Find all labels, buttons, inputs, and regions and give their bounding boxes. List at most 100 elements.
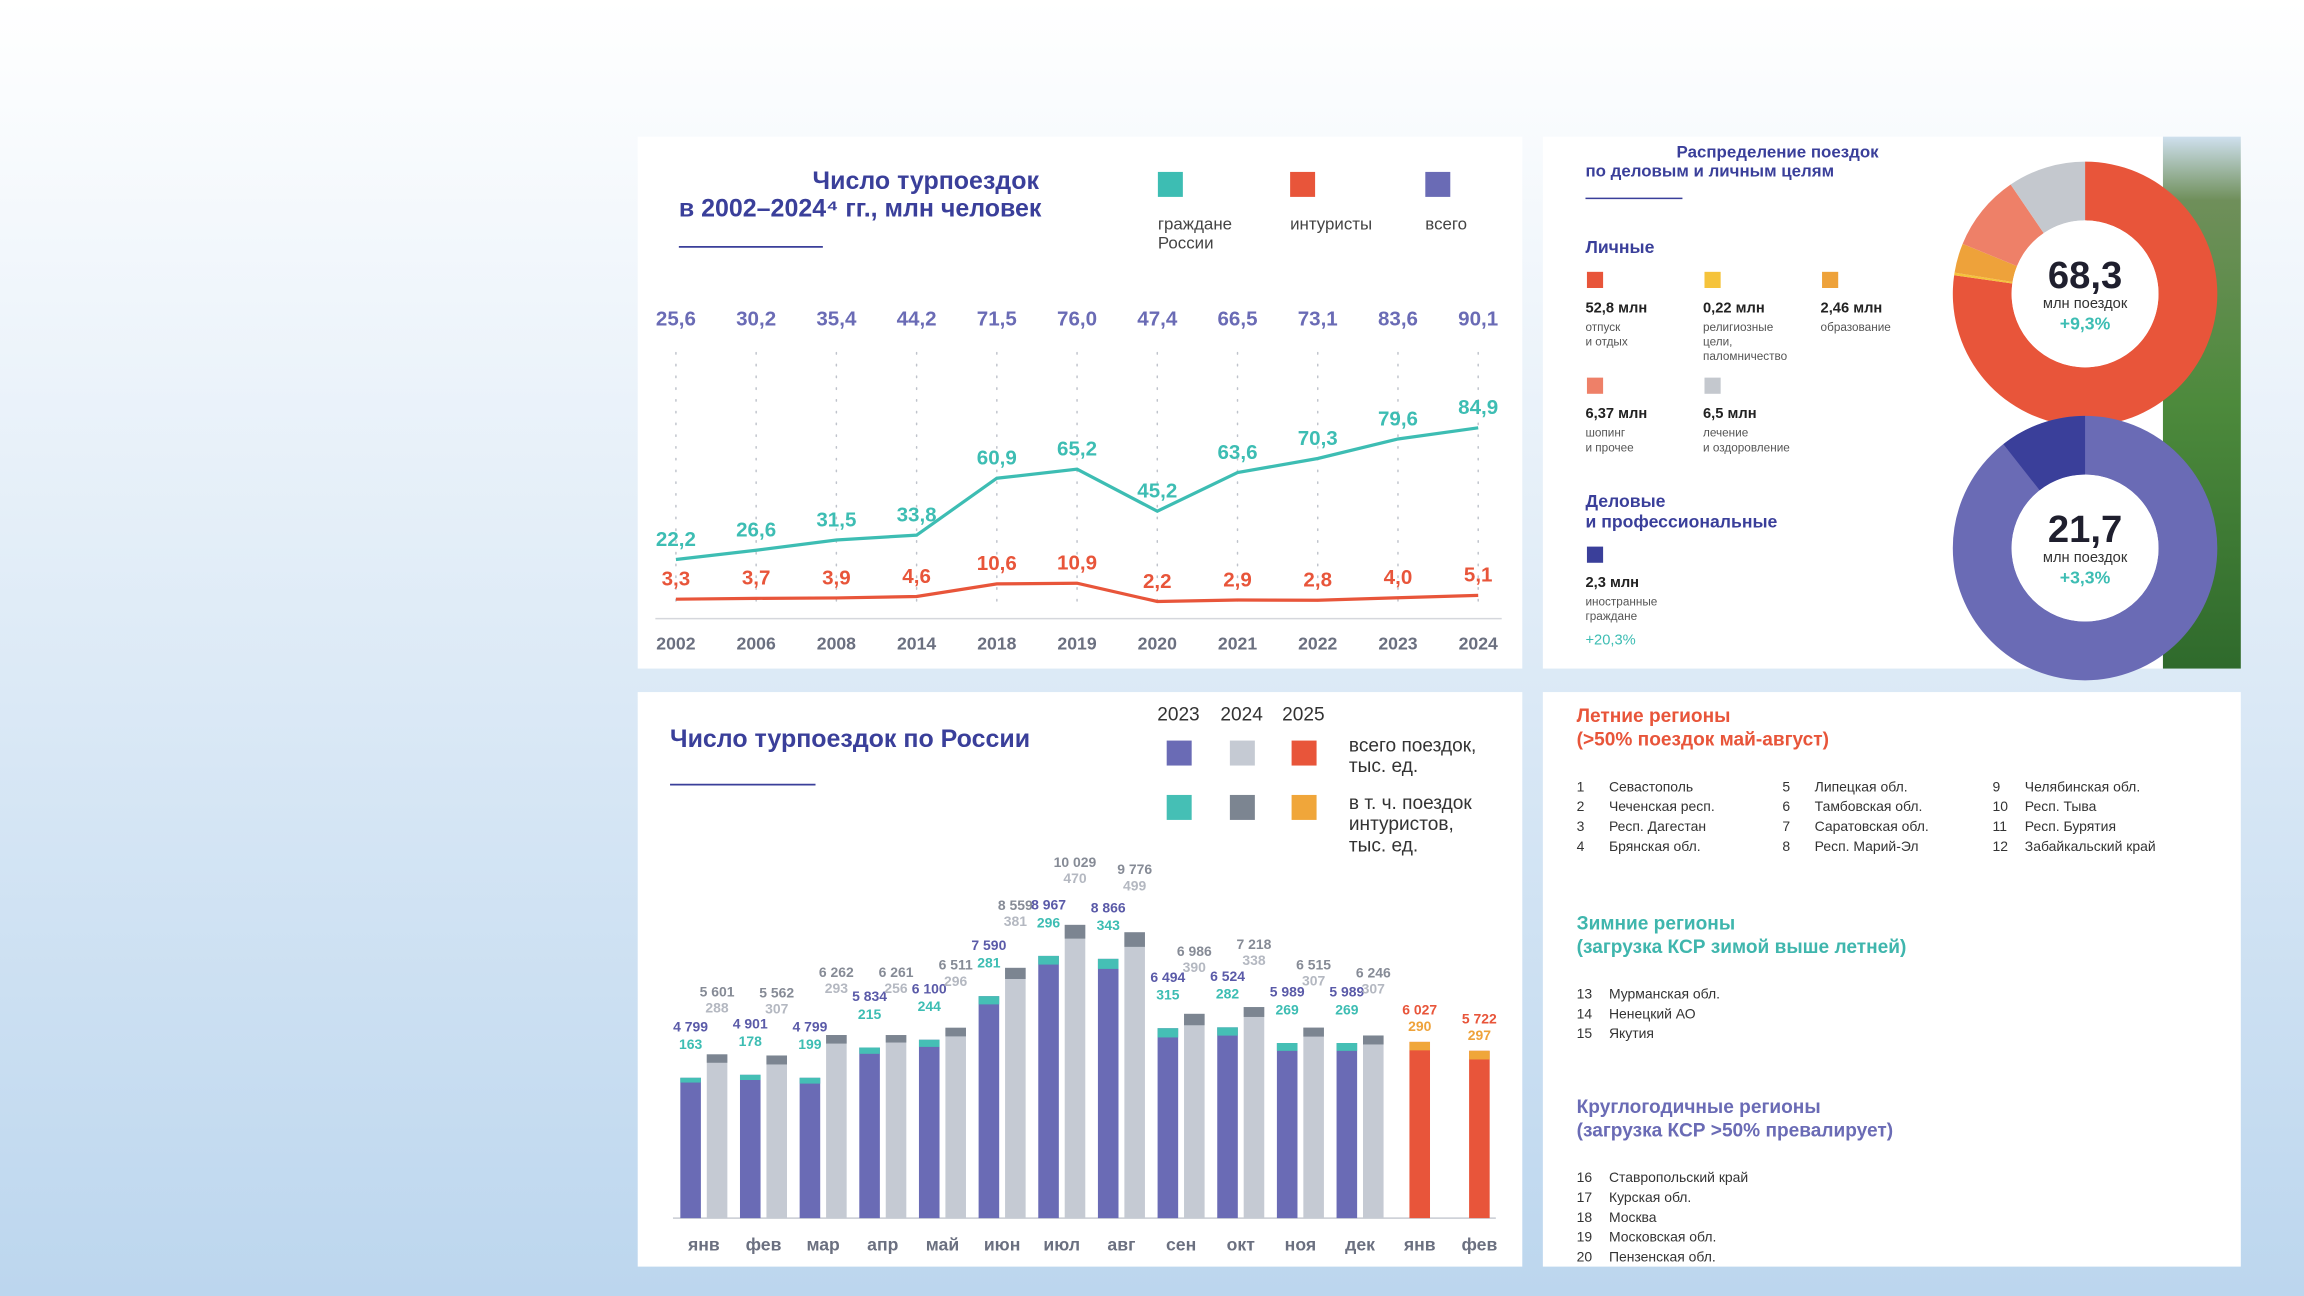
x-tick-label: 2021 (1218, 634, 1257, 654)
region-number: 16 (1577, 1169, 1593, 1185)
data-label: 65,2 (1057, 438, 1097, 461)
data-label: 60,9 (977, 447, 1017, 470)
region-name: Пензенская обл. (1609, 1248, 1716, 1264)
data-label: 66,5 (1218, 308, 1258, 331)
data-label: 5 562 (759, 984, 794, 1000)
data-label: 6 262 (819, 964, 854, 980)
x-tick-label: июн (984, 1235, 1021, 1255)
bar-foreign (1469, 1050, 1490, 1060)
bar-foreign (1157, 1028, 1179, 1038)
bar-foreign (1243, 1007, 1265, 1017)
legend-swatch (1425, 171, 1451, 197)
legend-label: религиозные (1703, 321, 1774, 334)
bar-foreign (945, 1027, 966, 1037)
x-tick-label: май (926, 1235, 959, 1255)
data-label: 70,3 (1298, 427, 1338, 450)
legend-label: граждане (1158, 214, 1232, 233)
legend-label: интуристы (1290, 214, 1372, 233)
legend-value: 2,46 млн (1821, 300, 1883, 316)
panel (1542, 692, 2241, 1267)
legend-label: образование (1821, 321, 1892, 334)
bar (1409, 1041, 1431, 1219)
legend-swatch (1157, 171, 1183, 197)
legend-swatch (1291, 794, 1317, 820)
data-label: 4 901 (733, 1016, 768, 1032)
data-label: 10 029 (1054, 854, 1097, 870)
x-tick-label: сен (1166, 1235, 1196, 1255)
data-label: 33,8 (897, 503, 937, 526)
legend-value: 0,22 млн (1703, 300, 1765, 316)
bar (1243, 1007, 1265, 1219)
bar-foreign (1038, 955, 1059, 965)
donut-hole (2011, 474, 2159, 622)
bar (1276, 1042, 1298, 1219)
data-label: 307 (765, 1001, 789, 1017)
data-label: 6 524 (1210, 968, 1245, 984)
x-tick-label: окт (1227, 1235, 1256, 1255)
bar-foreign (1005, 967, 1026, 979)
series-line (675, 426, 1479, 562)
data-label: 269 (1335, 1001, 1359, 1017)
region-number: 2 (1577, 798, 1585, 814)
data-label: 76,0 (1057, 308, 1097, 331)
x-tick-label: 2018 (977, 634, 1016, 654)
data-label: 6 515 (1296, 957, 1331, 973)
data-label: 3,7 (742, 567, 771, 590)
x-tick-label: 2022 (1298, 634, 1337, 654)
bar (1217, 1027, 1238, 1219)
donut-change: +3,3% (2060, 568, 2111, 588)
data-label: 6 246 (1356, 964, 1391, 980)
legend-year: 2023 (1157, 705, 1199, 726)
x-tick-label: 2020 (1138, 634, 1177, 654)
legend-label: лечение (1703, 427, 1749, 440)
data-label: 6 261 (879, 964, 914, 980)
data-label: 163 (679, 1036, 703, 1052)
region-number: 7 (1782, 818, 1790, 834)
data-label: 4 799 (792, 1019, 827, 1035)
legend-swatch (1166, 740, 1192, 766)
region-name: Чеченская респ. (1609, 798, 1715, 814)
region-heading: Летние регионы (1577, 706, 1731, 727)
data-label: 44,2 (897, 308, 937, 331)
donut-unit: млн поездок (2043, 296, 2128, 312)
x-tick-label: 2006 (737, 634, 776, 654)
bar (1303, 1027, 1324, 1219)
donut-segment (2010, 161, 2086, 234)
bar-foreign (918, 1039, 940, 1047)
legend-label: России (1158, 233, 1214, 252)
bar (1469, 1050, 1490, 1219)
x-tick-label: фев (1461, 1235, 1497, 1255)
data-label: 5 989 (1329, 984, 1364, 1000)
bar (945, 1027, 966, 1219)
bar-foreign (799, 1077, 821, 1084)
panel (637, 136, 1523, 669)
data-label: 5 834 (852, 988, 887, 1004)
region-name: Ненецкий АО (1609, 1005, 1696, 1021)
data-label: 297 (1468, 1027, 1492, 1043)
data-label: 390 (1183, 959, 1207, 975)
legend-value: 52,8 млн (1585, 300, 1647, 316)
bar-foreign (680, 1077, 701, 1083)
legend-year: 2025 (1282, 705, 1324, 726)
region-name: Липецкая обл. (1815, 778, 1908, 794)
data-label: 6 986 (1177, 943, 1212, 959)
data-label: 3,3 (662, 568, 691, 591)
data-label: 31,5 (816, 508, 856, 531)
legend-label: всего (1425, 214, 1467, 233)
data-label: 79,6 (1378, 407, 1418, 430)
series-line (675, 581, 1479, 604)
legend-label: и отдых (1585, 335, 1627, 348)
region-number: 19 (1577, 1229, 1593, 1245)
legend-change: +20,3% (1585, 633, 1635, 649)
bar (1336, 1042, 1358, 1219)
legend-swatch (1166, 794, 1192, 820)
region-number: 3 (1577, 818, 1585, 834)
data-label: 83,6 (1378, 308, 1418, 331)
legend-swatch (1586, 377, 1604, 394)
x-tick-label: июл (1043, 1235, 1080, 1255)
data-label: 8 967 (1031, 897, 1066, 913)
x-tick-label: 2014 (897, 634, 936, 654)
bar-foreign (1336, 1042, 1358, 1051)
panel-title: по деловым и личным целям (1585, 161, 1834, 180)
bar-foreign (1276, 1042, 1298, 1051)
